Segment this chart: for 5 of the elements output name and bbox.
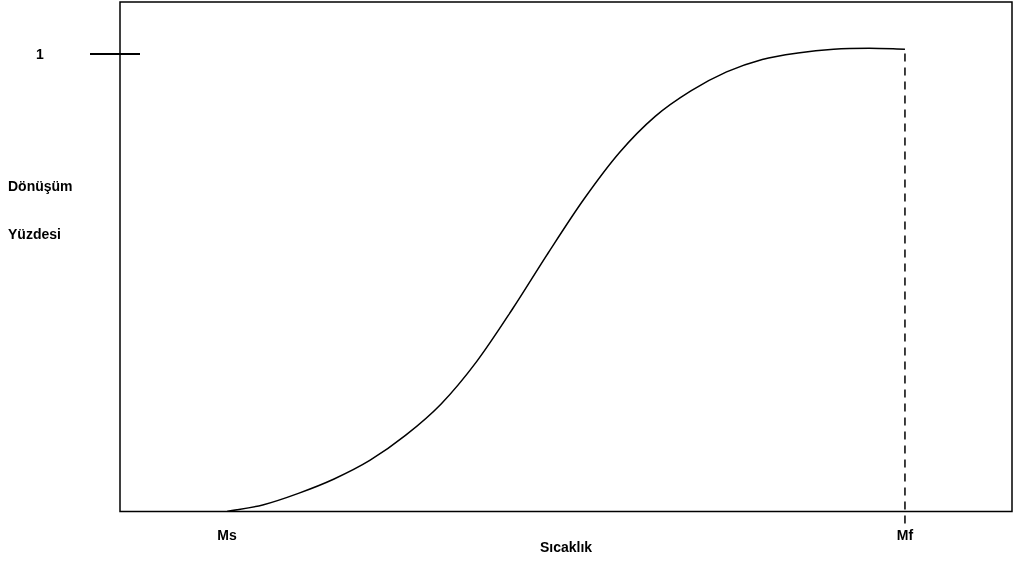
x-tick-label: Ms <box>217 526 237 543</box>
text: 1 <box>36 45 44 63</box>
x-axis-title: Sıcaklık <box>539 539 593 556</box>
text: Dönüşüm Yüzdesi <box>8 177 73 242</box>
x-tick-label: Mf <box>896 526 914 543</box>
